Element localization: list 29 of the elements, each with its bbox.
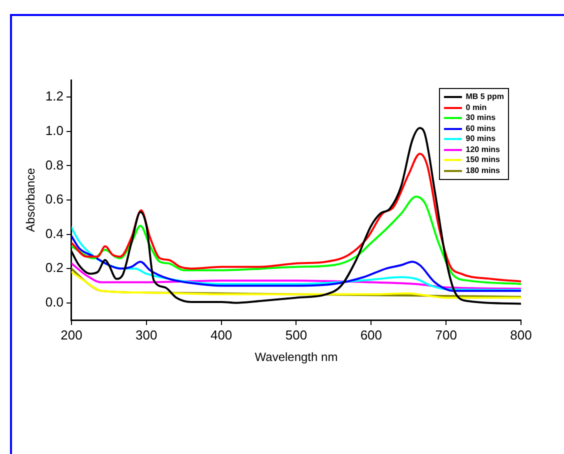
legend-label: MB 5 ppm [466, 92, 504, 102]
x-tick-label: 300 [136, 327, 158, 342]
y-axis-title: Absorbance [24, 168, 38, 232]
y-tick-label: 0.4 [45, 226, 64, 241]
x-tick-label: 600 [360, 327, 382, 342]
y-tick-label: 0.0 [45, 294, 64, 310]
x-axis-title: Wavelength nm [254, 350, 338, 364]
x-tick-label: 400 [210, 327, 232, 342]
legend-label: 90 mins [466, 134, 496, 144]
line-series [71, 235, 521, 292]
x-tick-label: 800 [510, 327, 532, 342]
x-tick-label: 700 [435, 327, 457, 342]
legend-label: 180 mins [466, 166, 500, 176]
legend-label: 0 min [466, 102, 487, 113]
y-tick-label: 0.6 [45, 192, 64, 207]
legend-label: 150 mins [466, 155, 500, 166]
y-tick-label: 1.0 [45, 123, 64, 138]
x-tick-label: 200 [60, 327, 82, 342]
line-series [71, 262, 521, 290]
y-tick-label: 1.2 [45, 88, 64, 104]
legend-label: 30 mins [466, 113, 496, 124]
legend-label: 120 mins [466, 144, 500, 155]
line-series [71, 152, 521, 282]
legend-label: 60 mins [466, 124, 496, 134]
line-series [71, 196, 521, 285]
y-tick-label: 0.2 [45, 260, 64, 276]
line-series [71, 226, 521, 291]
y-tick-label: 0.8 [45, 157, 64, 172]
x-tick-label: 500 [285, 327, 308, 342]
